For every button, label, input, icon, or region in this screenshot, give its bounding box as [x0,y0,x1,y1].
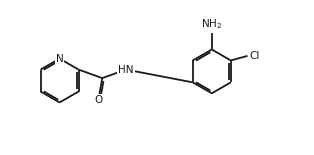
Text: HN: HN [118,65,134,75]
Text: Cl: Cl [249,51,259,61]
Text: N: N [56,54,63,64]
Text: O: O [94,95,102,105]
Text: NH$_2$: NH$_2$ [201,17,222,31]
